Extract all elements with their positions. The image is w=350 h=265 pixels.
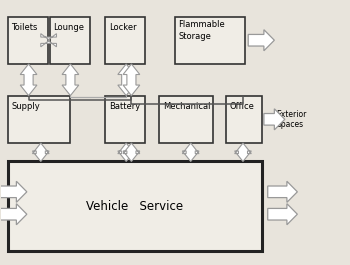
Text: Supply: Supply: [11, 102, 40, 111]
Bar: [175, 16, 245, 64]
Bar: [8, 161, 262, 251]
Text: Exterior
Spaces: Exterior Spaces: [276, 110, 307, 129]
Bar: [49, 16, 90, 64]
Polygon shape: [123, 143, 140, 161]
Bar: [8, 96, 70, 143]
Polygon shape: [118, 143, 134, 161]
Polygon shape: [20, 64, 37, 96]
Polygon shape: [268, 181, 298, 202]
Polygon shape: [123, 64, 140, 96]
Text: Vehicle   Service: Vehicle Service: [86, 200, 183, 213]
Text: Battery: Battery: [109, 102, 140, 111]
Text: Toilets: Toilets: [11, 23, 37, 32]
Polygon shape: [0, 204, 27, 225]
Text: Locker: Locker: [109, 23, 136, 32]
Bar: [225, 96, 262, 143]
Text: Office: Office: [229, 102, 254, 111]
Polygon shape: [41, 34, 56, 47]
Polygon shape: [268, 204, 298, 225]
Polygon shape: [234, 143, 251, 161]
Polygon shape: [264, 109, 285, 130]
Polygon shape: [62, 64, 79, 96]
Polygon shape: [118, 64, 134, 96]
Text: Flammable
Storage: Flammable Storage: [178, 20, 225, 41]
Bar: [159, 96, 214, 143]
Text: Lounge: Lounge: [53, 23, 84, 32]
Bar: [105, 96, 145, 143]
Bar: [105, 16, 145, 64]
Polygon shape: [0, 181, 27, 202]
Polygon shape: [248, 30, 274, 51]
Polygon shape: [182, 143, 199, 161]
Polygon shape: [33, 143, 49, 161]
Bar: [8, 16, 48, 64]
Text: Mechanical: Mechanical: [163, 102, 210, 111]
